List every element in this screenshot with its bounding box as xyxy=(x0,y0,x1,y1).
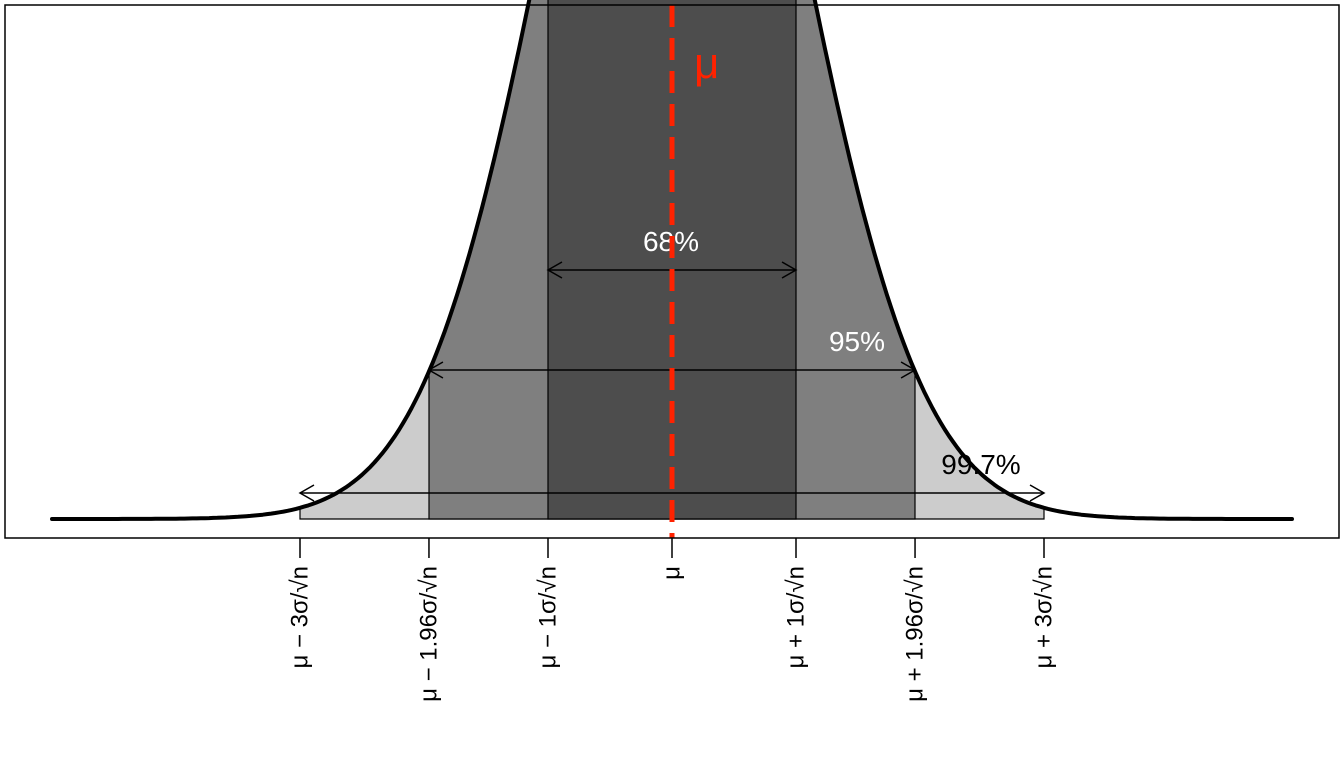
x-tick-1-n: μ + 1σ/√n xyxy=(783,538,810,669)
x-tick-: μ xyxy=(659,538,686,580)
x-tick-1-96-n: μ − 1.96σ/√n xyxy=(415,538,442,702)
x-tick-1-n: μ − 1σ/√n xyxy=(535,538,562,669)
mean-label: μ xyxy=(694,39,719,88)
x-tick-3-n: μ + 3σ/√n xyxy=(1031,538,1058,669)
confidence-bands xyxy=(299,0,1045,520)
x-axis: μ − 3σ/√n μ − 1.96σ/√n μ − 1σ/√n μ μ + 1σ/√n… xyxy=(287,538,1058,702)
x-tick-label: μ + 3σ/√n xyxy=(1031,566,1058,669)
x-tick-label: μ + 1σ/√n xyxy=(783,566,810,669)
x-tick-label: μ − 1.96σ/√n xyxy=(415,566,442,702)
mean-line-layer: μ xyxy=(669,5,719,538)
arrow-99-7 xyxy=(298,484,1046,502)
x-tick-label: μ xyxy=(659,566,686,580)
x-tick-label: μ − 3σ/√n xyxy=(287,566,314,669)
x-tick-label: μ + 1.96σ/√n xyxy=(902,566,929,702)
x-tick-label: μ − 1σ/√n xyxy=(535,566,562,669)
band-label-95: 95% xyxy=(829,326,885,357)
density-curve-layer xyxy=(50,0,1294,521)
density-curve xyxy=(50,0,1294,521)
x-tick-3-n: μ − 3σ/√n xyxy=(287,538,314,669)
band-68 xyxy=(547,0,797,520)
x-tick-1-96-n: μ + 1.96σ/√n xyxy=(902,538,929,702)
